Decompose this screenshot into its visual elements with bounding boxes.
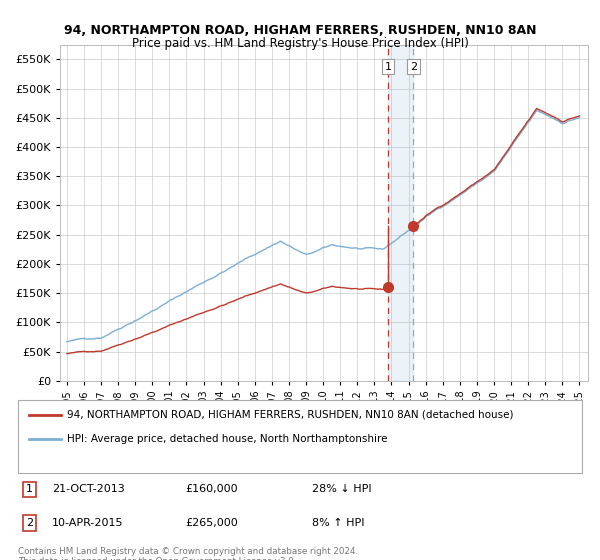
- Text: 10-APR-2015: 10-APR-2015: [52, 518, 124, 528]
- Text: 2: 2: [410, 62, 417, 72]
- Text: £265,000: £265,000: [185, 518, 238, 528]
- Text: 1: 1: [385, 62, 391, 72]
- Text: 28% ↓ HPI: 28% ↓ HPI: [311, 484, 371, 494]
- Text: HPI: Average price, detached house, North Northamptonshire: HPI: Average price, detached house, Nort…: [67, 434, 387, 444]
- Text: 8% ↑ HPI: 8% ↑ HPI: [311, 518, 364, 528]
- Text: £160,000: £160,000: [185, 484, 238, 494]
- Bar: [388, 45, 413, 381]
- Text: 94, NORTHAMPTON ROAD, HIGHAM FERRERS, RUSHDEN, NN10 8AN: 94, NORTHAMPTON ROAD, HIGHAM FERRERS, RU…: [64, 24, 536, 38]
- FancyBboxPatch shape: [18, 400, 582, 473]
- Text: 1: 1: [26, 484, 33, 494]
- Text: Contains HM Land Registry data © Crown copyright and database right 2024.
This d: Contains HM Land Registry data © Crown c…: [18, 547, 358, 560]
- Text: 21-OCT-2013: 21-OCT-2013: [52, 484, 125, 494]
- Text: 94, NORTHAMPTON ROAD, HIGHAM FERRERS, RUSHDEN, NN10 8AN (detached house): 94, NORTHAMPTON ROAD, HIGHAM FERRERS, RU…: [67, 410, 513, 419]
- Text: 2: 2: [26, 518, 33, 528]
- Text: Price paid vs. HM Land Registry's House Price Index (HPI): Price paid vs. HM Land Registry's House …: [131, 37, 469, 50]
